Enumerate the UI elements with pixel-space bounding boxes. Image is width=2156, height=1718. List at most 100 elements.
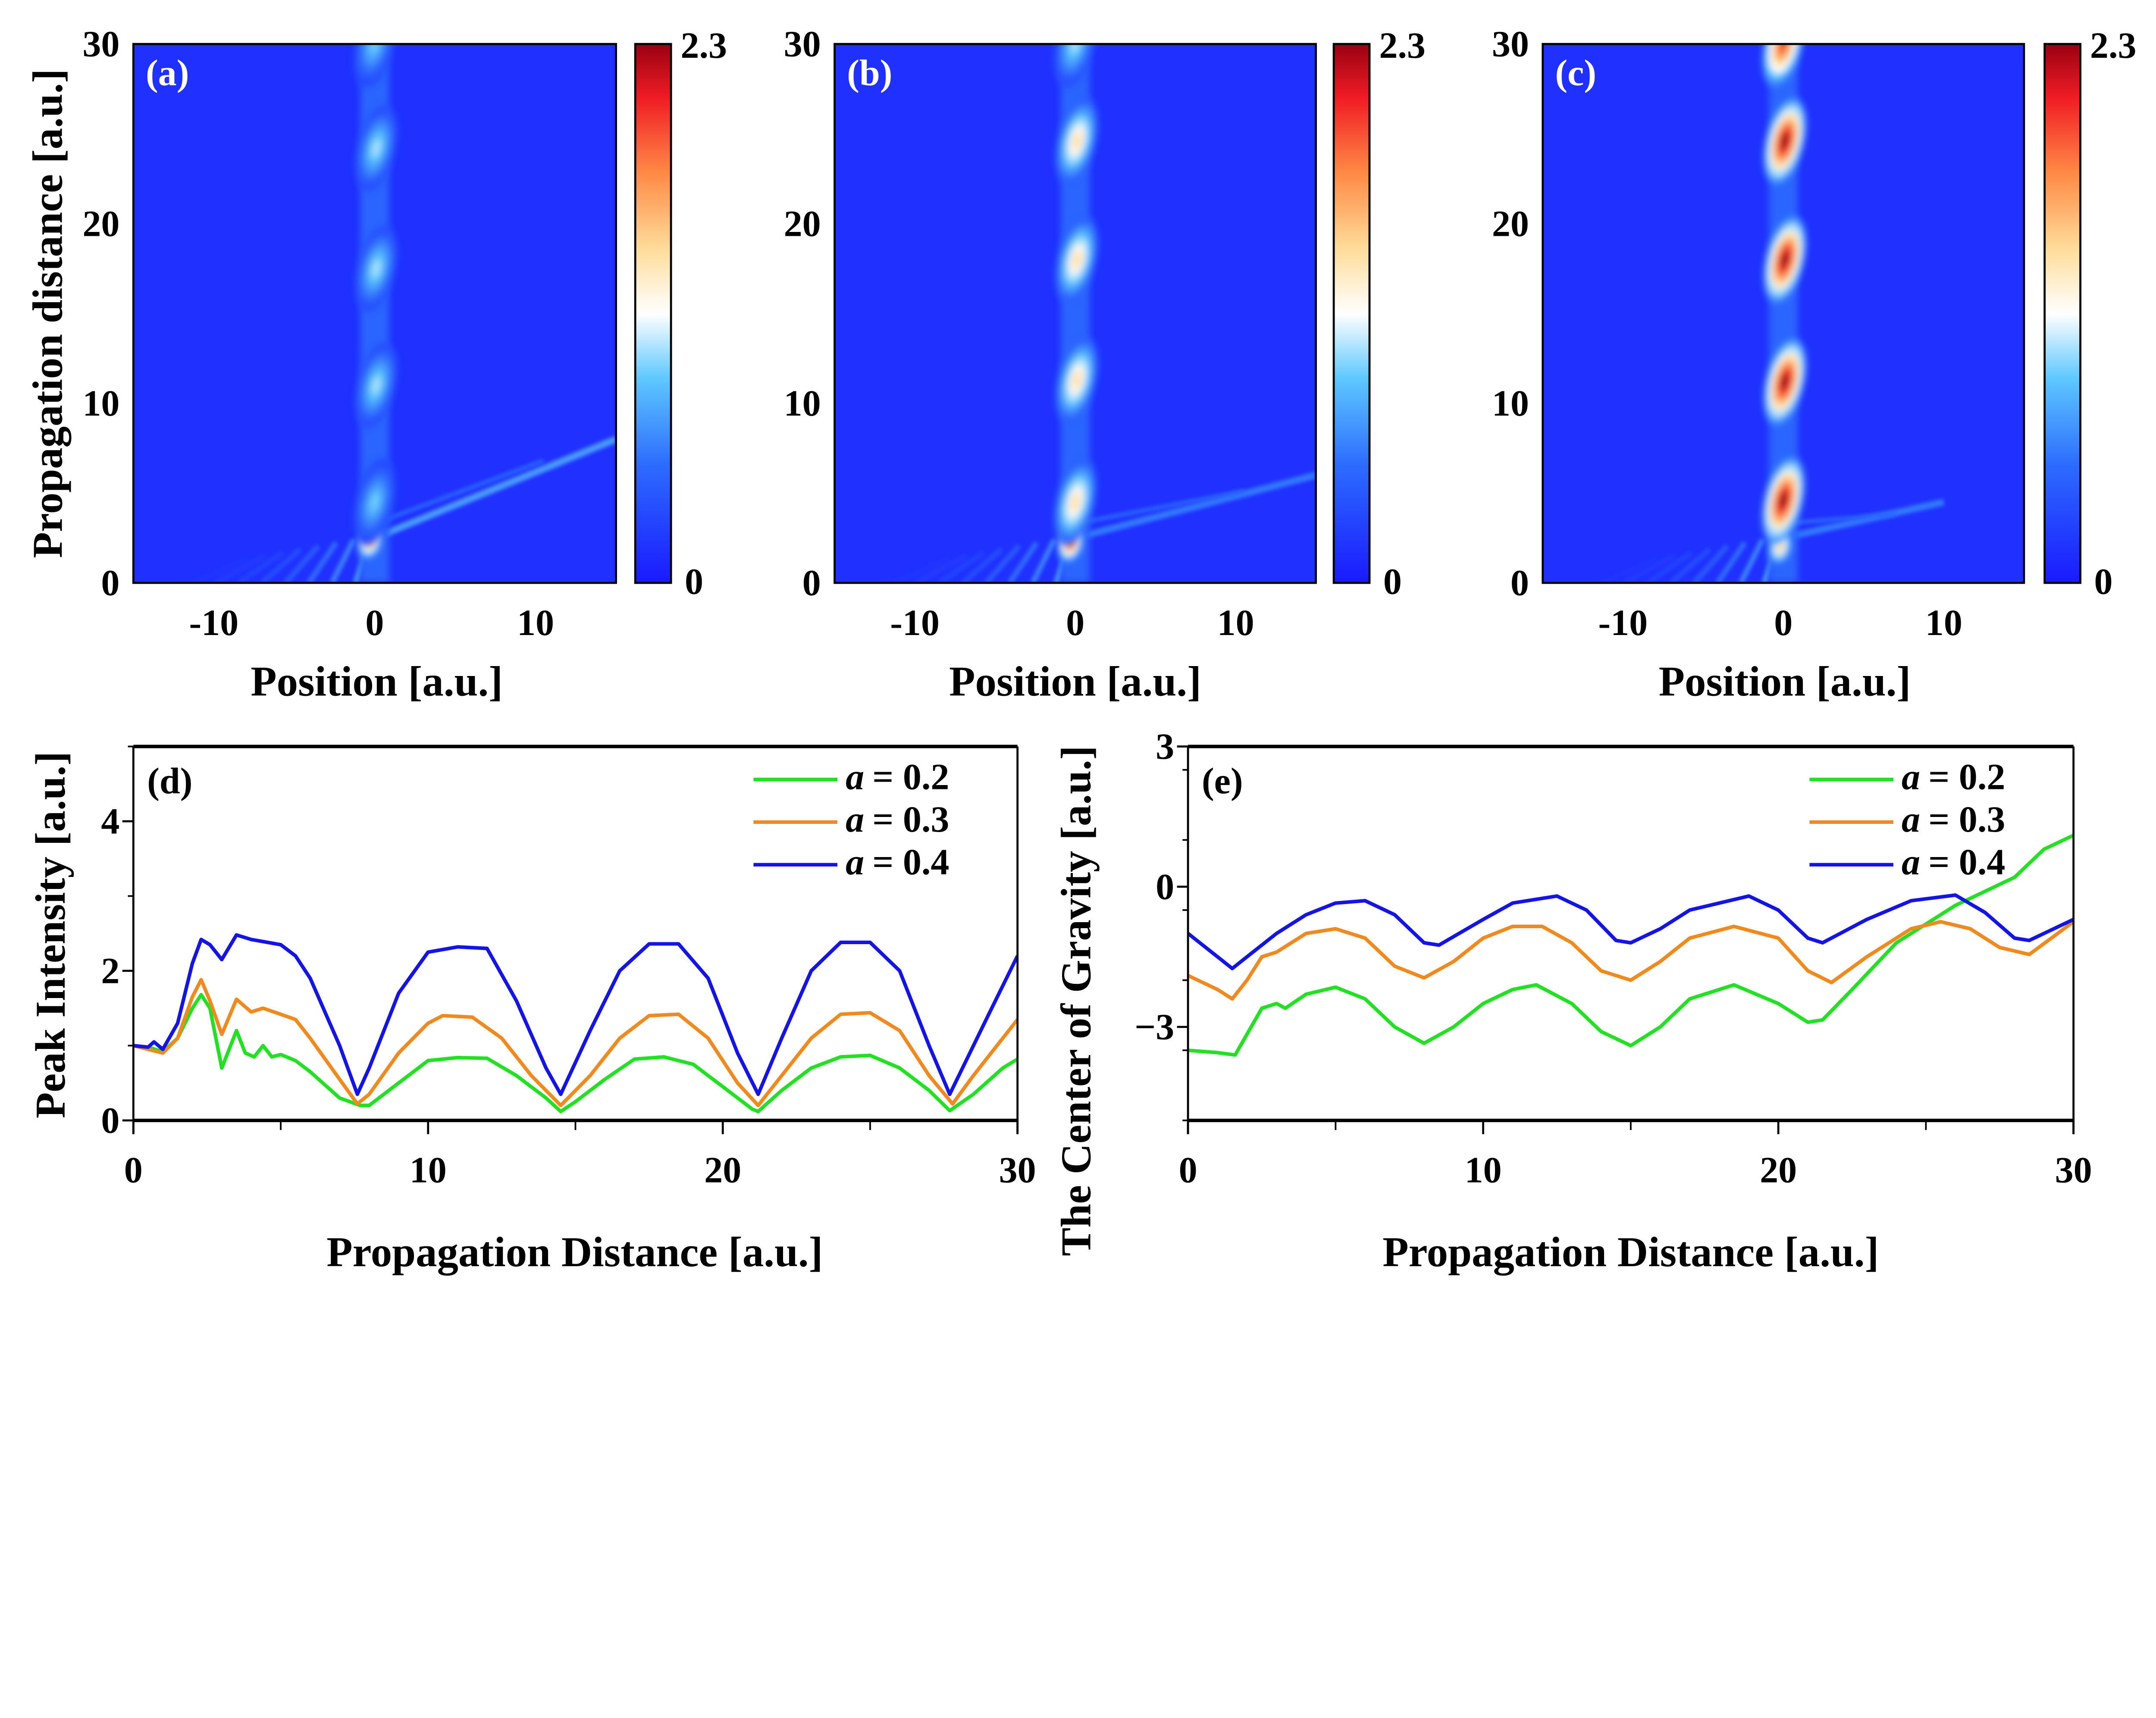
- panel-e-center-of-gravity: (e) a = 0.2a = 0.3a = 0.40 10 20 30−303Propagat…: [1134, 726, 2092, 1276]
- radiation-tail: [374, 459, 545, 526]
- fringe-mark: [1692, 544, 1730, 583]
- breather-peak: [354, 225, 398, 312]
- x-axis-label: Propagation Distance [a.u.]: [1382, 1229, 1879, 1276]
- panel-label: (b): [847, 52, 892, 94]
- x-tick-label: 10: [1925, 602, 1962, 643]
- y-tick-label: 30: [1492, 23, 1529, 65]
- heatmap-field: [834, 44, 1316, 583]
- x-tick-label: -10: [890, 602, 940, 643]
- panel-label: (c): [1555, 52, 1596, 94]
- breather-peak-level: [1780, 373, 1789, 391]
- series-line-1: [1188, 833, 2074, 1057]
- x-tick-label: 20: [704, 1149, 741, 1190]
- breather-peak-level: [367, 44, 382, 59]
- x-axis-label: Propagation Distance [a.u.]: [326, 1229, 823, 1276]
- breather-peak: [353, 459, 396, 545]
- plot-frame: [834, 43, 1317, 584]
- breather-peak-level: [1071, 493, 1080, 511]
- breather-peak: [354, 342, 398, 429]
- y-tick-label: 4: [101, 801, 119, 842]
- fringe-mark: [984, 544, 1022, 583]
- interference-fringes: [892, 535, 1075, 583]
- fringe-mark: [1007, 541, 1039, 583]
- interference-fringes: [191, 535, 374, 583]
- fringe-mark: [915, 553, 968, 583]
- legend-entry: a = 0.4: [846, 841, 949, 882]
- heatmap-field: [133, 44, 616, 583]
- panel-c-heatmap: 2.3 0 (c) -10 0 10 0 10 20 30 Position [a.u.]: [1492, 23, 2137, 705]
- breather-peak: [1053, 459, 1097, 545]
- plot-area: [1188, 833, 2074, 1057]
- y-axis-label-peak-intensity: Peak Intensity [a.u.]: [27, 751, 74, 1118]
- legend-param: a: [846, 798, 864, 840]
- legend-value: = 0.3: [1928, 798, 2005, 840]
- radiation-tail: [1075, 489, 1244, 526]
- breather-peak: [1055, 216, 1099, 303]
- breather-peak-level: [1779, 44, 1788, 53]
- series-line-2: [1188, 920, 2074, 1001]
- y-tick-label: 20: [1492, 203, 1529, 244]
- y-axis-label-heatmap: Propagation distance [a.u.]: [24, 69, 71, 558]
- colorbar-min-label: 0: [685, 561, 703, 602]
- legend-value: = 0.2: [1928, 756, 2005, 797]
- x-axis-label: Position [a.u.]: [1659, 658, 1911, 705]
- x-tick-label: 0: [124, 1149, 143, 1190]
- breather-peak-level: [1072, 371, 1081, 389]
- fringe-mark: [260, 547, 303, 583]
- y-tick-label: 20: [784, 203, 821, 244]
- legend-value: = 0.4: [1928, 841, 2005, 882]
- radiation-tail: [1783, 512, 1896, 526]
- colorbar-max-label: 2.3: [1379, 25, 1426, 66]
- x-tick-label: 10: [1465, 1149, 1502, 1190]
- fringe-mark: [1030, 538, 1057, 583]
- radiation-tail: [1074, 472, 1316, 541]
- y-tick-label: 10: [82, 382, 119, 424]
- series-line-1: [133, 993, 1018, 1114]
- x-tick-label: 10: [1217, 602, 1254, 643]
- x-tick-label: 10: [517, 602, 554, 643]
- fringe-mark: [938, 550, 986, 583]
- panel-d-peak-intensity: (d) a = 0.2a = 0.3a = 0.40 10 20 30024Propagati…: [101, 745, 1036, 1276]
- x-axis-label: Position [a.u.]: [949, 658, 1201, 705]
- colorbar: [2043, 43, 2081, 584]
- x-tick-label: -10: [1598, 602, 1648, 643]
- y-tick-label: 20: [82, 203, 119, 244]
- breather-peak: [1763, 98, 1807, 184]
- plot-frame: [1542, 43, 2025, 584]
- panel-label: (a): [146, 52, 189, 94]
- breather-peak: [1055, 337, 1099, 423]
- colorbar-min-label: 0: [2094, 561, 2112, 602]
- breather-peak-level: [1779, 491, 1788, 509]
- breather-peak-level: [370, 493, 379, 511]
- breather-peak: [1055, 98, 1099, 184]
- y-tick-label: 0: [1510, 562, 1529, 604]
- breather-peak-level: [372, 376, 381, 394]
- y-tick-label: 0: [101, 1100, 119, 1141]
- legend-entry: a = 0.3: [1902, 798, 2005, 840]
- breather-peak-level: [1780, 132, 1789, 150]
- y-tick-label: −3: [1134, 1006, 1174, 1048]
- breather-peak-level: [1775, 44, 1791, 59]
- y-tick-label: 0: [101, 562, 119, 604]
- y-tick-label: 0: [1156, 866, 1174, 907]
- figure: 2.3 0 (a) -10 0 10 0 10 20 30 Position [a.u.] 2.3 0…: [24, 23, 2137, 1276]
- colorbar-max-label: 2.3: [2090, 25, 2137, 66]
- series-line-3: [133, 933, 1018, 1096]
- breather-peak-level: [372, 260, 381, 277]
- x-tick-label: 0: [365, 602, 384, 643]
- fringe-mark: [1600, 556, 1658, 583]
- legend-param: a: [1902, 756, 1920, 797]
- fringe-mark: [892, 556, 950, 583]
- fringe-mark: [329, 538, 357, 583]
- radiation-tail: [373, 436, 616, 541]
- x-tick-label: 0: [1179, 1149, 1197, 1190]
- legend-entry: a = 0.4: [1902, 841, 2005, 882]
- y-tick-label: 30: [784, 23, 821, 65]
- breather-peak-level: [1777, 543, 1783, 551]
- x-tick-label: -10: [189, 602, 238, 643]
- x-tick-label: 10: [410, 1149, 447, 1190]
- x-tick-label: 0: [1066, 602, 1084, 643]
- panel-b-heatmap: 2.3 0 (b) -10 0 10 0 10 20 30 Position [a.u.]: [784, 23, 1426, 705]
- legend-value: = 0.4: [872, 841, 949, 882]
- legend-param: a: [1902, 798, 1920, 840]
